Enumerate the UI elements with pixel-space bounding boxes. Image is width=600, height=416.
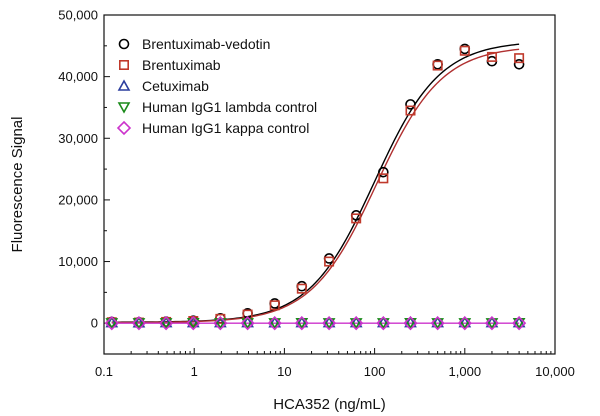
brentuximab-vedotin-point <box>378 166 389 178</box>
human-igg1-lambda-control-point <box>458 318 472 330</box>
human-igg1-lambda-control-point <box>295 318 309 330</box>
human-igg1-kappa-control-point <box>349 316 364 331</box>
human-igg1-kappa-control-point <box>213 316 228 331</box>
brentuximab-legend-marker <box>119 59 130 70</box>
human-igg1-lambda-control-point <box>159 318 173 330</box>
human-igg1-kappa-control-point <box>376 316 391 331</box>
human-igg1-kappa-control-point <box>104 316 119 331</box>
human-igg1-kappa-control-point <box>240 316 255 331</box>
human-igg1-lambda-control-point <box>512 318 526 330</box>
brentuximab-legend-label: Brentuximab <box>142 57 221 73</box>
human-igg1-kappa-control-legend-marker <box>116 120 132 136</box>
human-igg1-kappa-control-legend-label: Human IgG1 kappa control <box>142 120 309 136</box>
human-igg1-lambda-control-legend-marker <box>117 102 131 114</box>
human-igg1-kappa-control-point <box>267 316 282 331</box>
brentuximab-point <box>269 300 280 311</box>
brentuximab-point <box>459 45 470 56</box>
y-axis-title: Fluorescence Signal <box>9 117 26 253</box>
y-tick-label: 30,000 <box>58 131 98 146</box>
x-tick-label: 10 <box>277 364 291 379</box>
human-igg1-kappa-control-point <box>430 316 445 331</box>
human-igg1-lambda-control-legend-label: Human IgG1 lambda control <box>142 99 317 115</box>
human-igg1-lambda-control-point <box>105 318 119 330</box>
human-igg1-lambda-control-point <box>322 318 336 330</box>
brentuximab-vedotin-point <box>323 253 335 264</box>
human-igg1-lambda-control-point <box>431 318 445 330</box>
human-igg1-lambda-control-point <box>349 318 363 330</box>
cetuximab-legend-marker <box>117 79 131 91</box>
brentuximab-point <box>351 213 362 224</box>
brentuximab-point <box>378 173 389 184</box>
human-igg1-kappa-control-point <box>457 316 472 331</box>
brentuximab-vedotin-legend-label: Brentuximab-vedotin <box>142 36 270 52</box>
human-igg1-kappa-control-point <box>321 316 337 331</box>
x-axis-title: HCA352 (ng/mL) <box>273 396 386 413</box>
y-tick-label: 50,000 <box>58 8 98 23</box>
y-tick-label: 20,000 <box>58 192 98 207</box>
brentuximab-vedotin-legend-marker <box>118 38 130 50</box>
brentuximab-point <box>432 60 443 71</box>
fit-curve <box>111 48 520 324</box>
y-tick-label: 10,000 <box>58 254 98 269</box>
x-tick-label: 1 <box>191 364 198 379</box>
human-igg1-lambda-control-point <box>268 318 282 330</box>
human-igg1-lambda-control-point <box>132 318 146 330</box>
human-igg1-kappa-control-point <box>403 316 418 331</box>
human-igg1-lambda-control-point <box>186 318 200 330</box>
y-tick-label: 0 <box>91 316 98 331</box>
brentuximab-point <box>514 53 525 64</box>
human-igg1-lambda-control-point <box>241 318 254 330</box>
brentuximab-point <box>405 105 416 116</box>
human-igg1-kappa-control-point <box>186 316 201 331</box>
brentuximab-point <box>296 283 307 294</box>
x-tick-label: 1,000 <box>449 364 482 379</box>
human-igg1-kappa-control-point <box>484 316 500 331</box>
y-tick-label: 40,000 <box>58 69 98 84</box>
human-igg1-kappa-control-point <box>158 316 174 331</box>
human-igg1-kappa-control-point <box>511 316 527 331</box>
brentuximab-vedotin-point <box>513 59 525 70</box>
human-igg1-lambda-control-point <box>485 318 499 330</box>
human-igg1-kappa-control-point <box>131 316 147 331</box>
brentuximab-vedotin-point <box>296 280 308 292</box>
brentuximab-point <box>324 256 335 267</box>
cetuximab-legend-label: Cetuximab <box>142 78 209 94</box>
human-igg1-lambda-control-point <box>404 318 417 330</box>
human-igg1-kappa-control-point <box>294 316 309 331</box>
x-tick-label: 0.1 <box>95 364 113 379</box>
human-igg1-lambda-control-point <box>376 318 390 330</box>
brentuximab-vedotin-point <box>405 99 416 110</box>
human-igg1-lambda-control-point <box>214 318 227 330</box>
legend: Brentuximab-vedotin Brentuximab Cetuximab H… <box>116 36 317 136</box>
x-tick-label: 10,000 <box>535 364 575 379</box>
x-tick-label: 100 <box>364 364 386 379</box>
brentuximab-point <box>486 51 497 62</box>
plot-frame <box>103 14 556 355</box>
